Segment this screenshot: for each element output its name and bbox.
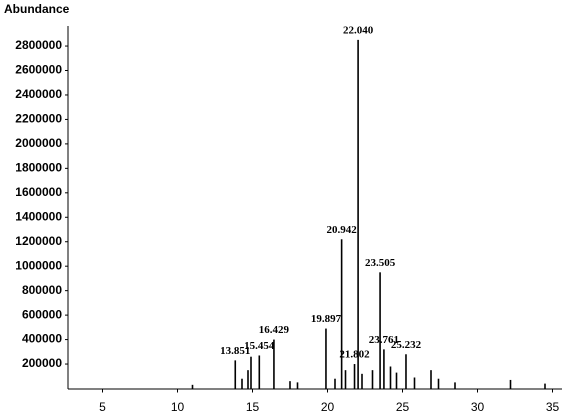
y-tick-label: 1000000	[15, 258, 62, 272]
y-tick-label: 600000	[22, 307, 62, 321]
peak-label: 21.802	[339, 349, 370, 361]
y-tick-label: 200000	[22, 356, 62, 370]
y-tick-label: 1400000	[15, 209, 62, 223]
x-tick-label: 15	[246, 400, 260, 414]
x-tick-label: 25	[396, 400, 410, 414]
peak-label: 19.897	[311, 313, 342, 325]
x-tick-label: 30	[471, 400, 485, 414]
y-tick-label: 1200000	[15, 234, 62, 248]
x-tick-label: 20	[321, 400, 335, 414]
peak-label: 22.040	[343, 24, 374, 36]
peak-label: 23.505	[365, 257, 396, 269]
y-tick-label: 800000	[22, 283, 62, 297]
peak-label: 15.454	[244, 340, 275, 352]
y-tick-label: 2200000	[15, 112, 62, 126]
peak-label: 16.429	[259, 324, 290, 336]
x-tick-label: 35	[546, 400, 560, 414]
x-tick-label: 10	[171, 400, 185, 414]
y-tick-label: 2400000	[15, 87, 62, 101]
x-tick-label: 5	[99, 400, 106, 414]
y-tick-label: 2000000	[15, 136, 62, 150]
peak-label: 20.942	[327, 224, 358, 236]
y-tick-label: 2800000	[15, 38, 62, 52]
y-tick-label: 400000	[22, 332, 62, 346]
peak-label: 25.232	[391, 339, 422, 351]
y-tick-label: 1800000	[15, 161, 62, 175]
y-axis-label: Abundance	[4, 2, 70, 16]
y-tick-label: 1600000	[15, 185, 62, 199]
y-tick-label: 2600000	[15, 63, 62, 77]
peak-label: 23.761	[369, 334, 399, 346]
peak-label: 13.851	[220, 345, 250, 357]
